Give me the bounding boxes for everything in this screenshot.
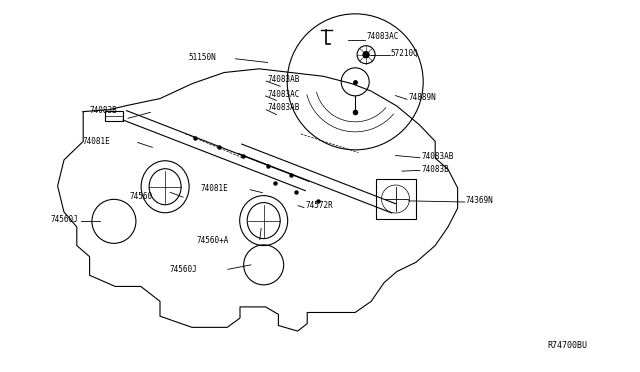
Text: 51150N: 51150N (189, 53, 216, 62)
Text: R74700BU: R74700BU (547, 341, 588, 350)
Polygon shape (58, 69, 458, 331)
Bar (105, 111, 123, 121)
Text: 74083AB: 74083AB (421, 152, 454, 161)
Text: 74560+A: 74560+A (196, 236, 229, 245)
Text: 74081E: 74081E (200, 185, 228, 193)
Text: 74560J: 74560J (51, 215, 79, 224)
Text: 74083AB: 74083AB (268, 103, 300, 112)
Text: 74560J: 74560J (170, 265, 197, 274)
Text: 74083AC: 74083AC (366, 32, 399, 41)
Bar (376, 179, 415, 219)
Circle shape (363, 52, 369, 58)
Text: 74081E: 74081E (83, 137, 110, 146)
Text: 74083AB: 74083AB (268, 75, 300, 84)
Text: 74083AC: 74083AC (268, 90, 300, 99)
Text: 74889N: 74889N (408, 93, 436, 102)
Text: 74083B: 74083B (421, 165, 449, 174)
Text: 74369N: 74369N (466, 196, 493, 205)
Text: 74572R: 74572R (305, 201, 333, 210)
Text: 74083B: 74083B (90, 106, 117, 115)
Text: 74560: 74560 (129, 192, 152, 201)
Text: 57210Q: 57210Q (390, 49, 418, 58)
